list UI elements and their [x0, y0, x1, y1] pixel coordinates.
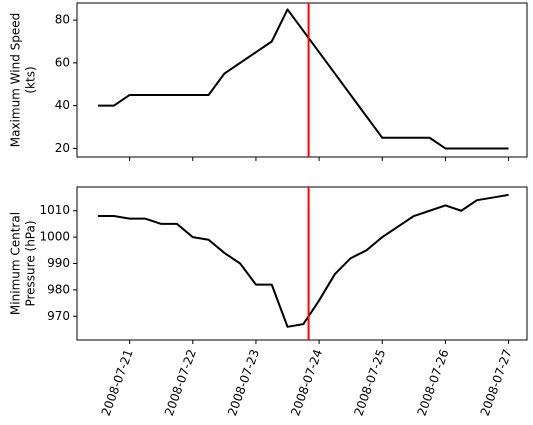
y-tick-label: 990: [47, 256, 70, 270]
data-line: [98, 8, 509, 150]
data-line: [98, 193, 509, 328]
axes-frame: [76, 2, 528, 158]
y-tick-label: 60: [55, 55, 70, 69]
x-tick-label: 2008-07-27: [478, 347, 515, 417]
y-tick-label: 1010: [39, 203, 70, 217]
y-axis-label: Maximum Wind Speed: [9, 13, 23, 148]
x-tick-label: 2008-07-22: [162, 347, 199, 417]
y-tick-label: 80: [55, 13, 70, 27]
y-axis-label: Minimum Central: [9, 212, 23, 315]
x-tick-label: 2008-07-21: [99, 347, 136, 417]
y-tick-label: 1000: [39, 230, 70, 244]
x-tick-label: 2008-07-25: [351, 347, 388, 417]
y-tick-label: 970: [47, 309, 70, 323]
y-axis-label: (kts): [24, 66, 38, 93]
x-tick-label: 2008-07-26: [415, 347, 452, 417]
y-tick-label: 980: [47, 282, 70, 296]
x-tick-label: 2008-07-23: [225, 347, 262, 417]
y-tick-label: 40: [55, 98, 70, 112]
y-tick-label: 20: [55, 141, 70, 155]
x-tick-label: 2008-07-24: [288, 347, 325, 417]
y-axis-label: Pressure (hPa): [24, 220, 38, 306]
